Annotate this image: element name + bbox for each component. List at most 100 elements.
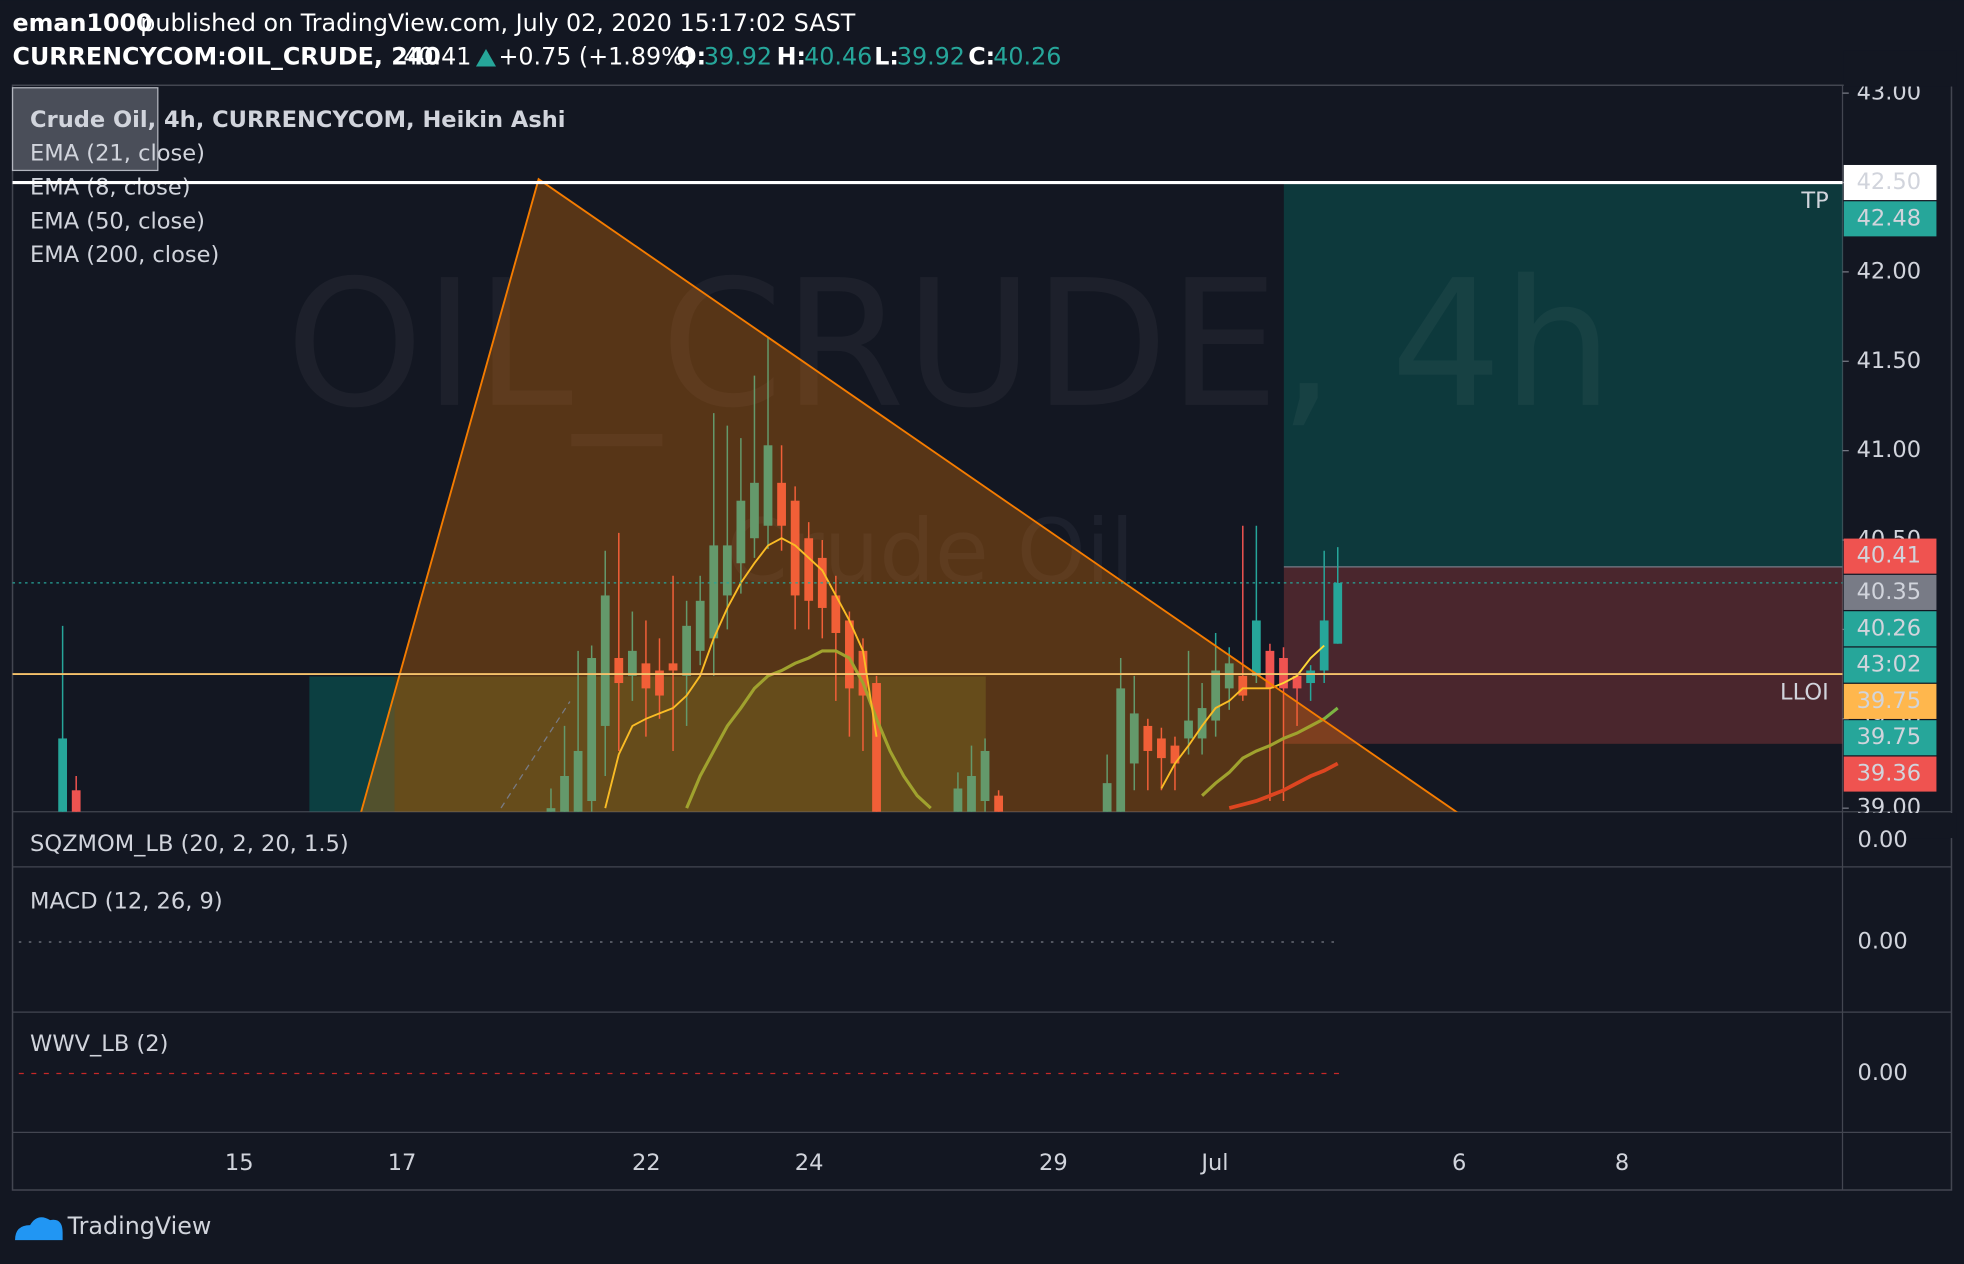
candle-body	[587, 658, 597, 802]
candle-body	[546, 808, 556, 812]
candle-body	[777, 482, 786, 526]
x-tick-label: 17	[388, 1150, 417, 1176]
watermark: OIL_CRUDE, 4h	[286, 243, 1614, 447]
candle-body	[872, 683, 881, 812]
price-marker	[1843, 611, 1937, 647]
price-marker-label: 42.48	[1857, 205, 1922, 231]
candle-body	[1116, 688, 1126, 812]
candle-body	[1238, 675, 1248, 696]
price-marker-label: 39.75	[1857, 688, 1922, 714]
candle-body	[831, 595, 841, 633]
candle-body	[1143, 725, 1153, 751]
candle-body	[1251, 620, 1261, 676]
candle-body	[845, 620, 854, 689]
level-label: TP	[1800, 188, 1828, 214]
candle-body	[600, 595, 610, 726]
candle-body	[1157, 738, 1166, 759]
candle-body	[71, 790, 81, 812]
candle-body	[682, 625, 692, 676]
candle-body	[1170, 745, 1180, 764]
candle-body	[668, 663, 678, 671]
candle-body	[1319, 620, 1329, 671]
candle-body	[1184, 720, 1193, 739]
countdown-box	[1843, 647, 1937, 683]
countdown: 43:02	[1856, 652, 1921, 678]
price-marker-label: 40.35	[1857, 579, 1922, 605]
candle-body	[967, 775, 976, 812]
x-tick-label: 8	[1615, 1150, 1629, 1176]
price-marker-label: 39.36	[1857, 761, 1922, 787]
candle-body	[994, 795, 1004, 812]
pane-axis-label: 0.00	[1857, 827, 1907, 853]
candle-body	[1197, 708, 1207, 739]
position-target-zone	[1283, 182, 1843, 567]
chart-frame	[11, 84, 1953, 1191]
pane-title: SQZMOM_LB (20, 2, 20, 1.5)	[30, 831, 349, 857]
axis-cover	[1843, 50, 1957, 87]
change: +0.75 (+1.89%)	[499, 42, 693, 70]
price-marker-label: 39.75	[1857, 724, 1922, 750]
legend-entry: EMA (200, close)	[30, 242, 219, 268]
candle-body	[1265, 650, 1275, 689]
last-price: 40.41	[403, 42, 471, 70]
candle-body	[560, 775, 569, 812]
symbol: CURRENCYCOM:OIL_CRUDE, 240	[13, 42, 441, 70]
low-label: L:	[874, 42, 899, 70]
price-marker	[1843, 574, 1937, 610]
open-label: O:	[676, 42, 706, 70]
legend-title: Crude Oil, 4h, CURRENCYCOM, Heikin Ashi	[30, 107, 565, 133]
published: published on TradingView.com, July 02, 2…	[140, 8, 855, 36]
header-line-2: CURRENCYCOM:OIL_CRUDE, 240 40.41 +0.75 (…	[13, 42, 1062, 70]
author: eman1000	[13, 8, 153, 36]
level-label: LLOI	[1780, 679, 1829, 705]
x-tick-label: 29	[1039, 1150, 1068, 1176]
high-value: 40.46	[804, 42, 872, 70]
x-tick-label: 22	[632, 1150, 661, 1176]
pane-title: MACD (12, 26, 9)	[30, 888, 223, 914]
price-marker-label: 40.26	[1857, 615, 1922, 641]
tradingview-logo: TradingView	[15, 1212, 212, 1241]
legend-entry: EMA (50, close)	[30, 208, 205, 234]
brand: TradingView	[67, 1212, 212, 1240]
candle-body	[655, 670, 664, 696]
position-stop-zone	[1283, 566, 1843, 744]
candle-body	[1333, 582, 1343, 644]
triangle-drawing	[360, 177, 1458, 812]
x-tick-label: 24	[795, 1150, 824, 1176]
logo-icon	[15, 1217, 63, 1241]
candle-body	[980, 750, 990, 802]
y-tick-label: 42.00	[1857, 258, 1922, 284]
legend: EMA (21, close) EMA (8, close) EMA (50, cl…	[30, 107, 565, 268]
candle-body	[722, 545, 732, 596]
ema-line	[685, 649, 1339, 810]
price-axis: 43.0042.5042.0041.5041.0040.5040.0039.50…	[1842, 50, 1957, 839]
price-marker	[1843, 683, 1937, 719]
price-marker	[1843, 720, 1937, 756]
candle-body	[953, 788, 963, 812]
x-tick-label: Jul	[1199, 1150, 1228, 1176]
up-arrow-icon	[475, 48, 497, 67]
candle-body	[709, 545, 719, 639]
price-marker	[1843, 756, 1937, 792]
candle-body	[641, 663, 651, 689]
axis-cover	[1843, 812, 1957, 839]
price-marker-label: 40.41	[1857, 543, 1922, 569]
candle-body	[790, 500, 800, 596]
price-marker	[1843, 164, 1937, 201]
ema-line	[1228, 761, 1339, 810]
pane-axis-label: 0.00	[1857, 1060, 1907, 1086]
candle-body	[1102, 783, 1112, 812]
candle-body	[1129, 713, 1139, 764]
candle-body	[614, 658, 624, 684]
y-tick-label: 41.00	[1857, 437, 1922, 463]
price-marker-label: 42.50	[1857, 169, 1922, 195]
legend-highlight	[11, 87, 159, 172]
open-value: 39.92	[704, 42, 772, 70]
candle-body	[1224, 663, 1234, 689]
candle-body	[573, 750, 583, 812]
pane-axis-label: 0.00	[1857, 929, 1907, 955]
header-line-1: eman1000 published on TradingView.com, J…	[13, 8, 856, 36]
